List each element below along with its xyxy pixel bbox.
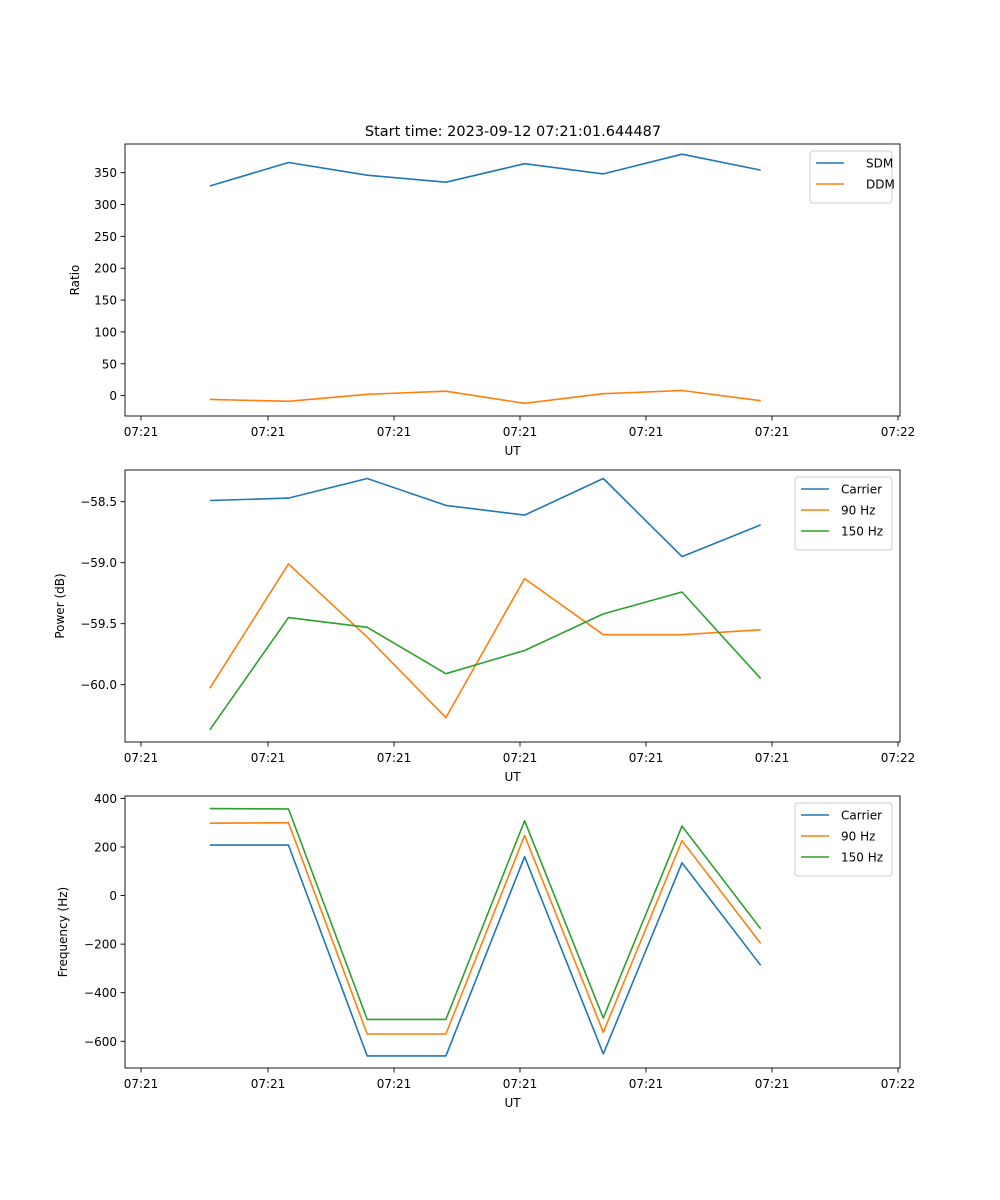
axes-frame [124,795,901,1069]
series-line-90-hz [209,563,761,719]
y-tick-label: −60.0 [80,678,117,692]
chart-panel-2: 07:21 07:21 07:21 07:21 07:21 07:21 07:22 −58.5… [53,469,916,784]
y-tick-label: −58.5 [80,495,117,509]
x-tick-label: 07:21 [377,751,412,765]
x-axis-label: UT [504,1096,521,1110]
legend: Carrier 90 Hz 150 Hz [794,802,893,877]
x-axis-label: UT [504,444,521,458]
x-tick-label: 07:21 [377,425,412,439]
x-tick-label: 07:21 [503,751,538,765]
x-tick-label: 07:21 [755,425,790,439]
y-tick-label: 0 [109,889,117,903]
x-tick-label: 07:21 [503,1077,538,1091]
legend-label: Carrier [841,809,882,823]
y-axis-label: Frequency (Hz) [56,887,70,978]
x-tick-label: 07:22 [881,1077,916,1091]
x-tick-label: 07:21 [629,751,664,765]
series-line-sdm [209,153,761,187]
legend-label: 90 Hz [841,830,875,844]
y-tick-label: 200 [94,841,117,855]
y-tick-label: 0 [109,389,117,403]
x-tick-label: 07:21 [629,425,664,439]
legend-label: SDM [866,157,893,171]
y-tick-label: 200 [94,262,117,276]
x-tick-label: 07:21 [629,1077,664,1091]
x-tick-label: 07:21 [124,751,159,765]
legend-box [809,150,893,204]
y-tick-label: 150 [94,294,117,308]
x-tick-label: 07:21 [377,1077,412,1091]
y-tick-label: 50 [102,357,117,371]
series-line-90-hz [209,821,762,1035]
chart-panel-1: 07:21 07:21 07:21 07:21 07:21 07:21 07:22 0 50 10… [68,143,916,458]
y-tick-label: 400 [94,792,117,806]
legend-label: Carrier [841,483,882,497]
series-line-carrier [209,844,762,1057]
legend-label: DDM [866,178,895,192]
x-tick-label: 07:21 [755,751,790,765]
series-line-carrier [209,477,761,558]
y-axis-label: Ratio [68,265,82,296]
axes-frame [124,143,901,417]
x-tick-label: 07:22 [881,425,916,439]
legend-label: 150 Hz [841,851,883,865]
x-axis-label: UT [504,770,521,784]
x-tick-label: 07:21 [124,425,159,439]
x-tick-label: 07:21 [251,1077,286,1091]
y-tick-label: 300 [94,198,117,212]
x-tick-label: 07:21 [503,425,538,439]
series-line-150-hz [209,591,762,731]
legend-label: 90 Hz [841,504,875,518]
legend: Carrier 90 Hz 150 Hz [794,476,893,551]
legend-label: 150 Hz [841,525,883,539]
y-tick-label: −400 [84,986,117,1000]
x-tick-label: 07:21 [755,1077,790,1091]
legend: SDM DDM [809,150,895,204]
y-tick-label: 250 [94,230,117,244]
y-tick-label: −59.5 [80,617,117,631]
x-tick-label: 07:21 [251,751,286,765]
y-tick-label: 350 [94,166,117,180]
y-tick-label: 100 [94,325,117,339]
y-tick-label: −600 [84,1035,117,1049]
y-tick-label: −59.0 [80,556,117,570]
x-tick-label: 07:21 [124,1077,159,1091]
x-tick-label: 07:21 [251,425,286,439]
y-tick-label: −200 [84,938,117,952]
series-line-ddm [209,389,761,405]
chart-panel-3: 07:21 07:21 07:21 07:21 07:21 07:21 07:22 400 20… [56,792,915,1110]
y-axis-label: Power (dB) [53,573,67,638]
series-line-150-hz [209,807,762,1021]
figure-title: Start time: 2023-09-12 07:21:01.644487 [365,124,661,140]
axes-frame [124,469,901,743]
panels: 07:21 07:21 07:21 07:21 07:21 07:21 07:22 0 50 10… [53,143,916,1110]
x-tick-label: 07:22 [881,751,916,765]
